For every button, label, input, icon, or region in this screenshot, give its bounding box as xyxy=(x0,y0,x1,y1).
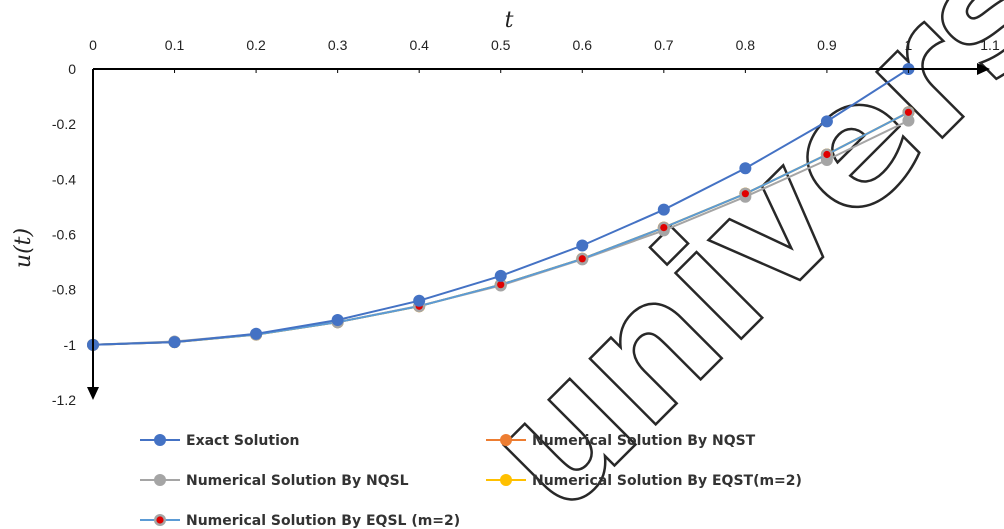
y-tick-label: -1.2 xyxy=(52,392,76,408)
y-tick-label: -0.2 xyxy=(52,116,76,132)
data-point-center xyxy=(823,150,831,159)
data-point-center xyxy=(660,224,668,232)
data-point xyxy=(657,203,670,216)
axes xyxy=(87,63,990,400)
x-tick-label: 0.1 xyxy=(165,37,185,53)
legend-marker xyxy=(500,434,512,446)
y-tick-label: -1 xyxy=(64,337,77,353)
data-point xyxy=(820,115,833,128)
data-point xyxy=(250,327,263,340)
x-tick-label: 0.5 xyxy=(491,37,511,53)
data-point-center xyxy=(497,281,505,289)
x-tick-label: 0.8 xyxy=(736,37,756,53)
legend-item: Numerical Solution By EQST(m=2) xyxy=(486,473,802,489)
legend-marker xyxy=(154,474,166,486)
legend-label: Numerical Solution By NQSL xyxy=(186,473,409,489)
series-0 xyxy=(87,63,915,351)
series-layer xyxy=(87,63,915,351)
x-tick-label: 0.3 xyxy=(328,37,348,53)
x-tick-label: 0.6 xyxy=(573,37,593,53)
x-tick-label: 0.7 xyxy=(654,37,674,53)
data-point-center xyxy=(904,108,913,116)
legend-marker-center xyxy=(156,516,164,524)
y-axis-arrow xyxy=(87,387,99,400)
data-point xyxy=(902,114,915,127)
x-axis-arrow xyxy=(977,63,990,75)
legend-label: Numerical Solution By NQST xyxy=(532,433,756,449)
data-point xyxy=(494,269,507,282)
legend-item: Numerical Solution By EQSL (m=2) xyxy=(140,513,460,529)
data-point-center xyxy=(741,190,749,198)
data-point xyxy=(739,162,752,175)
legend-label: Exact Solution xyxy=(186,433,299,449)
y-axis-title: u(t) xyxy=(11,228,36,268)
legend-label: Numerical Solution By EQSL (m=2) xyxy=(186,513,460,529)
x-axis-title: t xyxy=(505,8,514,33)
x-tick-label: 0.4 xyxy=(409,37,429,53)
legend-label: Numerical Solution By EQST(m=2) xyxy=(532,473,802,489)
legend-item: Numerical Solution By NQSL xyxy=(140,473,409,489)
legend-marker xyxy=(500,474,512,486)
x-tick-label: 1.1 xyxy=(980,37,1000,53)
y-tick-label: 0 xyxy=(68,61,76,77)
y-tick-label: -0.8 xyxy=(52,282,76,298)
data-point-center xyxy=(578,255,586,263)
data-point xyxy=(413,294,426,307)
data-point xyxy=(168,336,181,349)
x-tick-label: 0 xyxy=(89,37,97,53)
data-point xyxy=(576,239,589,252)
tick-labels: 0 0.1 0.2 0.3 0.4 0.5 0.6 0.7 0.8 0.9 1 1.1 0 -0.2 -0.… xyxy=(52,37,1000,408)
data-point xyxy=(331,314,344,327)
x-tick-label: 0.9 xyxy=(817,37,837,53)
legend-marker xyxy=(154,434,166,446)
y-tick-label: -0.6 xyxy=(52,227,76,243)
legend-item: Exact Solution xyxy=(140,433,299,449)
x-tick-label: 0.2 xyxy=(246,37,266,53)
y-tick-label: -0.4 xyxy=(52,171,76,187)
legend: Exact Solution Numerical Solution By NQST… xyxy=(140,433,802,529)
legend-item: Numerical Solution By NQST xyxy=(486,433,756,449)
x-tick-label: 1 xyxy=(905,37,913,53)
